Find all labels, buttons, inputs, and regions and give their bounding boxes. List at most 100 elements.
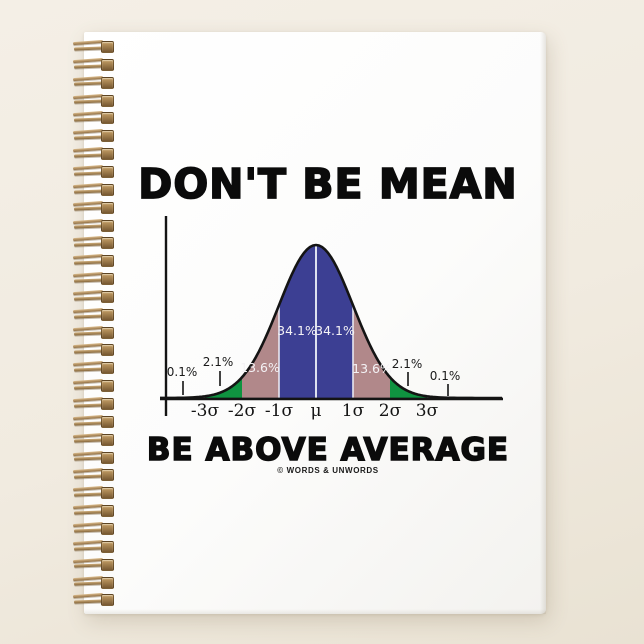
coil-wire-top	[72, 164, 104, 171]
spiral-coil	[72, 272, 115, 286]
coil-wire-top	[72, 361, 104, 367]
coil-wire-bottom	[73, 242, 104, 247]
coil-wire-bottom	[73, 224, 104, 229]
coil-punch-hole	[101, 58, 114, 71]
coil-wire-bottom	[73, 563, 104, 568]
coil-wire-top	[72, 218, 104, 224]
coil-wire-bottom	[73, 599, 104, 604]
notebook-front-cover: DON'T BE MEAN BE ABOVE AVERAGE © WORDS &…	[84, 32, 546, 614]
coil-wire-bottom	[73, 189, 104, 194]
coil-punch-hole	[101, 94, 114, 107]
coil-wire-top	[72, 272, 104, 278]
coil-punch-hole	[101, 273, 114, 286]
coil-wire-top	[72, 147, 104, 153]
coil-wire-top	[72, 593, 104, 599]
coil-wire-top	[72, 450, 104, 456]
coil-punch-hole	[101, 237, 114, 250]
coil-wire-bottom	[73, 492, 104, 497]
spiral-coil	[72, 93, 115, 107]
spiral-coil	[72, 111, 115, 125]
coil-wire-bottom	[73, 581, 104, 586]
coil-wire-bottom	[73, 64, 104, 69]
coil-punch-hole	[101, 201, 114, 214]
coil-wire-top	[72, 486, 104, 492]
spiral-coil	[72, 521, 115, 535]
spiral-coil	[72, 468, 115, 482]
coil-punch-hole	[101, 505, 114, 518]
cover-content: DON'T BE MEAN BE ABOVE AVERAGE © WORDS &…	[110, 32, 546, 614]
coil-wire-bottom	[73, 81, 104, 86]
coil-wire-bottom	[73, 296, 104, 301]
coil-punch-hole	[101, 41, 114, 53]
coil-wire-bottom	[73, 314, 104, 319]
coil-wire-top	[72, 93, 104, 99]
coil-wire-bottom	[73, 171, 104, 176]
coil-wire-top	[72, 468, 104, 474]
spiral-coil	[72, 164, 115, 178]
coil-punch-hole	[101, 219, 114, 232]
coil-wire-top	[72, 521, 104, 528]
pct-label-right-136: 13.6%	[352, 361, 392, 376]
coil-wire-bottom	[73, 331, 104, 336]
spiral-coil	[72, 200, 115, 214]
coil-punch-hole	[101, 112, 114, 125]
spiral-coil	[72, 414, 115, 428]
coil-wire-bottom	[73, 278, 104, 283]
coil-wire-bottom	[73, 456, 104, 461]
spiral-coil	[72, 432, 115, 446]
coil-punch-hole	[101, 522, 114, 535]
pct-label-left-21: 2.1%	[203, 355, 234, 369]
spiral-binding	[72, 39, 115, 607]
coil-wire-bottom	[73, 403, 104, 408]
coil-wire-top	[72, 289, 104, 296]
x-tick-neg2sigma: -2σ	[228, 401, 257, 421]
coil-punch-hole	[101, 451, 114, 464]
spiral-coil	[72, 39, 115, 53]
x-tick-neg3sigma: -3σ	[191, 401, 220, 421]
spiral-coil	[72, 396, 115, 410]
coil-wire-top	[72, 379, 104, 385]
coil-punch-hole	[101, 380, 114, 393]
coil-wire-top	[72, 200, 104, 206]
coil-punch-hole	[101, 398, 114, 410]
spiral-coil	[72, 129, 115, 143]
coil-wire-top	[72, 39, 104, 46]
pct-label-left-341: 34.1%	[277, 323, 317, 338]
coil-punch-hole	[101, 415, 114, 428]
pct-label-right-tail: 0.1%	[430, 369, 461, 383]
coil-wire-bottom	[73, 153, 104, 158]
coil-wire-top	[72, 254, 104, 260]
coil-wire-top	[72, 182, 104, 189]
coil-wire-bottom	[73, 206, 104, 211]
coil-punch-hole	[101, 148, 114, 161]
spiral-coil	[72, 289, 115, 303]
coil-wire-bottom	[73, 528, 104, 533]
headline-bottom: BE ABOVE AVERAGE	[146, 431, 510, 469]
coil-punch-hole	[101, 594, 114, 607]
coil-wire-bottom	[73, 260, 104, 265]
coil-punch-hole	[101, 433, 114, 446]
spiral-coil	[72, 182, 115, 196]
spiral-coil	[72, 218, 115, 232]
coil-wire-bottom	[73, 367, 104, 372]
pct-label-right-341: 34.1%	[315, 323, 355, 338]
spiral-coil	[72, 539, 115, 553]
coil-punch-hole	[101, 326, 114, 339]
x-tick-pos3sigma: 3σ	[416, 401, 439, 421]
coil-punch-hole	[101, 469, 114, 482]
spiral-coil	[72, 307, 115, 321]
coil-wire-top	[72, 504, 104, 510]
coil-wire-top	[72, 129, 104, 135]
coil-wire-bottom	[73, 510, 104, 515]
coil-wire-top	[72, 414, 104, 421]
pct-label-right-21: 2.1%	[392, 357, 423, 371]
coil-wire-bottom	[73, 421, 104, 426]
x-tick-mean: μ	[310, 401, 321, 421]
spiral-coil	[72, 557, 115, 571]
coil-wire-bottom	[73, 117, 104, 122]
x-tick-pos1sigma: 1σ	[342, 401, 365, 421]
pct-label-left-136: 13.6%	[240, 360, 280, 375]
coil-wire-top	[72, 236, 104, 242]
coil-punch-hole	[101, 183, 114, 196]
